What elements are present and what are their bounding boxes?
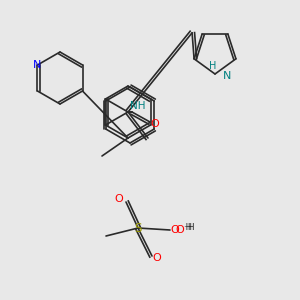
Text: ·H: ·H <box>183 224 192 232</box>
Text: O: O <box>153 253 161 263</box>
Text: N: N <box>33 60 42 70</box>
Text: H: H <box>209 61 217 71</box>
Text: N: N <box>223 71 231 81</box>
Text: O: O <box>171 225 179 235</box>
Text: O: O <box>115 194 123 204</box>
Text: ·H: ·H <box>185 223 195 232</box>
Text: S: S <box>134 221 142 235</box>
Text: O: O <box>176 225 184 235</box>
Text: O: O <box>151 119 159 129</box>
Text: NH: NH <box>130 101 146 111</box>
